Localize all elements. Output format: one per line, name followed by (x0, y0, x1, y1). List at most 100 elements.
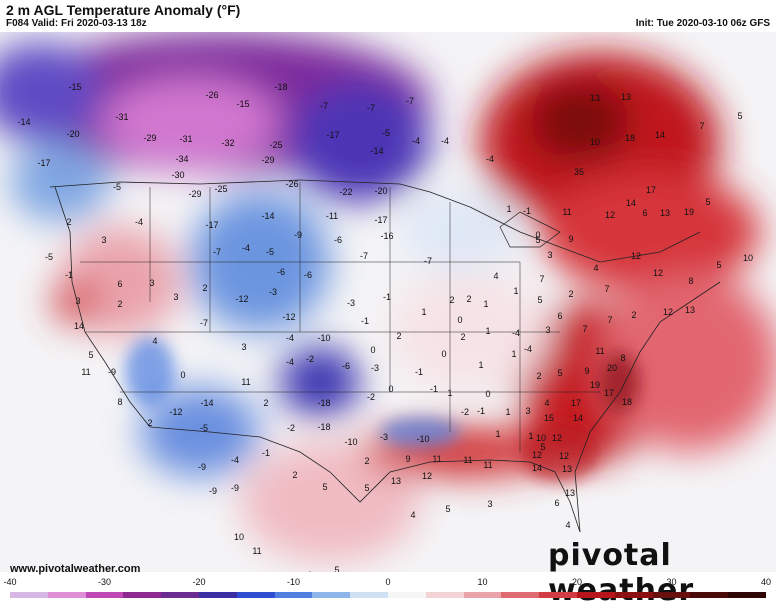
anomaly-value: 1 (478, 360, 483, 370)
anomaly-value: 4 (152, 336, 157, 346)
anomaly-value: -4 (486, 154, 494, 164)
anomaly-value: -12 (282, 312, 295, 322)
anomaly-value: 1 (505, 407, 510, 417)
anomaly-value: -1 (523, 206, 531, 216)
colorbar-segment (274, 592, 313, 598)
anomaly-value: 13 (562, 464, 572, 474)
anomaly-value: 2 (117, 299, 122, 309)
anomaly-value: -12 (169, 407, 182, 417)
anomaly-value: 17 (646, 185, 656, 195)
colorbar-segment (425, 592, 464, 598)
colorbar-segment (652, 592, 691, 598)
anomaly-value: 3 (101, 235, 106, 245)
anomaly-value: 9 (568, 234, 573, 244)
anomaly-value: -34 (175, 154, 188, 164)
anomaly-value: 2 (292, 470, 297, 480)
anomaly-value: 11 (595, 346, 604, 356)
southern-border-gulf (149, 426, 581, 533)
anomaly-value: 4 (565, 520, 570, 530)
anomaly-value: -14 (261, 211, 274, 221)
anomaly-value: -3 (380, 432, 388, 442)
anomaly-value: 6 (557, 311, 562, 321)
anomaly-value: -7 (367, 103, 375, 113)
anomaly-value: 7 (699, 121, 704, 131)
anomaly-value: -7 (424, 256, 432, 266)
anomaly-value: 10 (536, 433, 546, 443)
colorbar-segment (236, 592, 275, 598)
anomaly-value: 2 (536, 371, 541, 381)
anomaly-value: 4 (593, 263, 598, 273)
anomaly-value: 17 (571, 398, 581, 408)
anomaly-value: -1 (477, 406, 485, 416)
great-lakes (499, 211, 561, 248)
anomaly-value: 3 (525, 406, 530, 416)
init-time: Init: Tue 2020-03-10 06z GFS (635, 18, 770, 29)
anomaly-value: 11 (81, 367, 90, 377)
anomaly-value: -29 (188, 189, 201, 199)
anomaly-value: -15 (68, 82, 81, 92)
anomaly-value: -1 (430, 384, 438, 394)
anomaly-value: -25 (269, 140, 282, 150)
colorbar-tick-label: -10 (286, 577, 301, 587)
anomaly-value: 7 (582, 324, 587, 334)
colorbar-segment (312, 592, 351, 598)
state-lines-ew (80, 261, 600, 393)
anomaly-value: 8 (620, 353, 625, 363)
anomaly-value: 3 (173, 292, 178, 302)
anomaly-value: -20 (374, 186, 387, 196)
anomaly-value: 5 (88, 350, 93, 360)
anomaly-value: 1 (485, 326, 490, 336)
anomaly-value: -12 (235, 294, 248, 304)
anomaly-value: -9 (198, 462, 206, 472)
anomaly-value: 2 (263, 398, 268, 408)
anomaly-shading (0, 32, 776, 562)
anomaly-value: 1 (513, 286, 518, 296)
map-title: 2 m AGL Temperature Anomaly (°F) (6, 2, 241, 18)
colorbar-segment (463, 592, 502, 598)
anomaly-value: 13 (590, 93, 600, 103)
east-coast (574, 281, 721, 533)
colorbar-segment (690, 592, 729, 598)
anomaly-value: 12 (532, 450, 542, 460)
anomaly-value: -31 (179, 134, 192, 144)
anomaly-value: -7 (320, 101, 328, 111)
colorbar-tick-label: 0 (385, 577, 391, 587)
anomaly-value: -14 (200, 398, 213, 408)
anomaly-value: 12 (422, 471, 432, 481)
anomaly-value: -29 (143, 133, 156, 143)
anomaly-value: 0 (180, 370, 185, 380)
anomaly-value: 0 (457, 315, 462, 325)
anomaly-value: -20 (66, 129, 79, 139)
anomaly-value: 0 (388, 384, 393, 394)
anomaly-value: -14 (370, 146, 383, 156)
anomaly-value: -9 (294, 230, 302, 240)
anomaly-value: -7 (213, 247, 221, 257)
canada-border-east (469, 206, 701, 263)
colorbar-tick-label: 40 (760, 577, 772, 587)
anomaly-value: 10 (743, 253, 753, 263)
anomaly-value: 1 (495, 429, 500, 439)
anomaly-value: -5 (45, 252, 53, 262)
anomaly-value: -9 (231, 483, 239, 493)
anomaly-value: 14 (74, 321, 84, 331)
anomaly-values: -15-14 -31-26-18-15 -7 -7-7-20 -29 -31 -32 -25-… (17, 82, 753, 572)
anomaly-value: 12 (631, 251, 641, 261)
anomaly-value: 12 (552, 433, 562, 443)
anomaly-value: 35 (574, 167, 584, 177)
anomaly-value: 5 (535, 235, 540, 245)
anomaly-value: 4 (306, 570, 311, 572)
anomaly-value: -7 (406, 96, 414, 106)
anomaly-value: 13 (660, 208, 670, 218)
anomaly-value: 3 (149, 278, 154, 288)
anomaly-value: 1 (528, 431, 533, 441)
anomaly-value: 5 (445, 504, 450, 514)
anomaly-value: -11 (326, 211, 338, 221)
anomaly-value: -17 (37, 158, 50, 168)
anomaly-value: -4 (286, 357, 294, 367)
colorbar-tick-label: 10 (477, 577, 488, 587)
anomaly-value: 7 (539, 274, 544, 284)
anomaly-value: 4 (493, 271, 498, 281)
anomaly-value: 1 (511, 349, 516, 359)
anomaly-value: -6 (342, 361, 350, 371)
colorbar-tick-label: -20 (192, 577, 206, 587)
